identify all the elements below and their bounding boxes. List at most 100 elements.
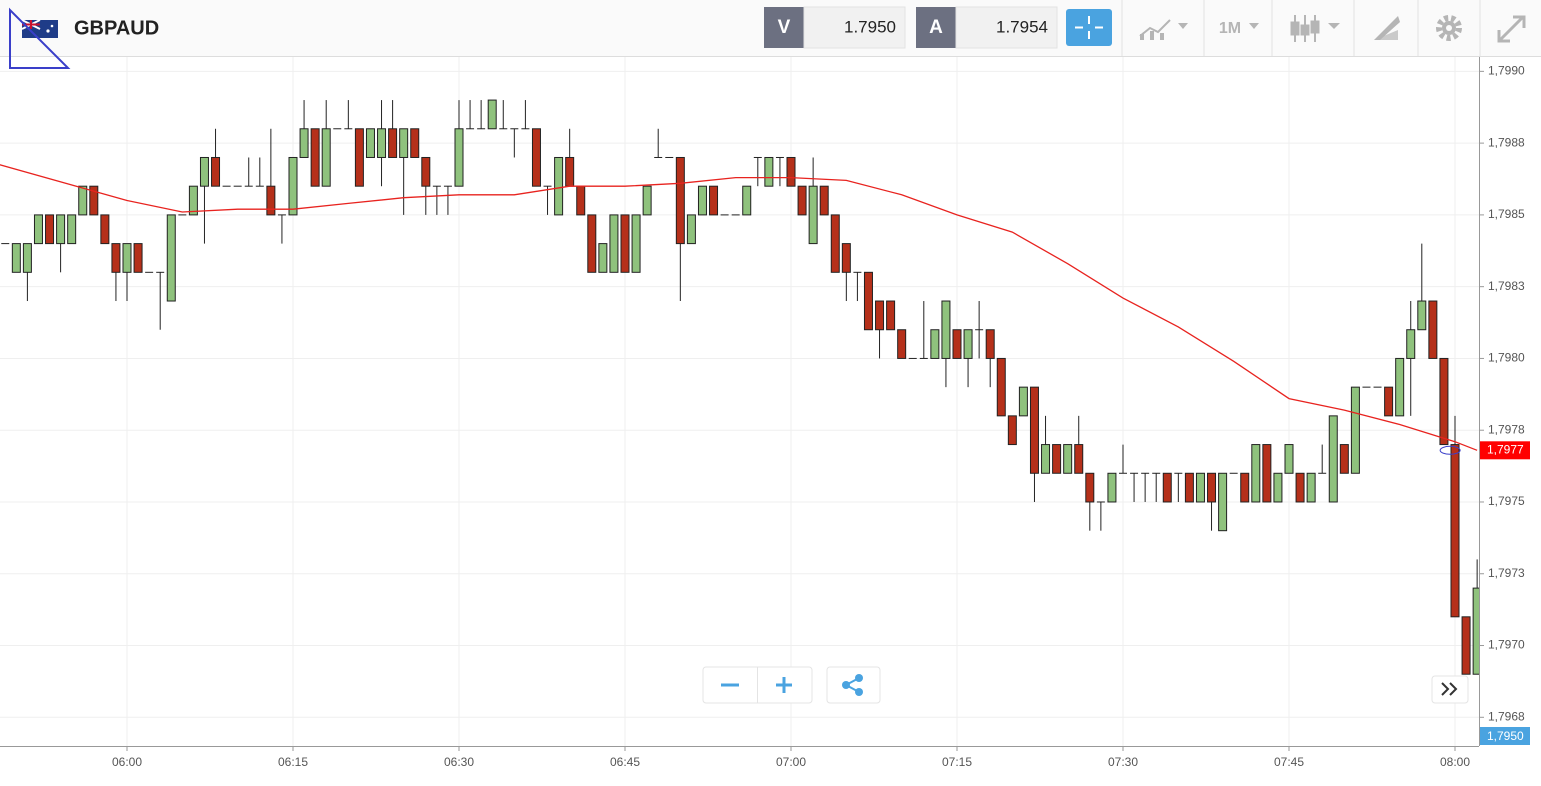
candle-body bbox=[122, 243, 132, 273]
candle-body bbox=[786, 156, 796, 187]
candle-body bbox=[819, 185, 829, 216]
candle-body bbox=[841, 243, 851, 273]
zoom-controls bbox=[702, 666, 881, 704]
selection-triangle bbox=[9, 7, 71, 69]
candle-body bbox=[199, 156, 209, 187]
candle-body bbox=[1406, 329, 1416, 359]
candle-body bbox=[742, 185, 752, 216]
y-tick-label: 1,7973 bbox=[1488, 566, 1525, 580]
candle-style-button[interactable] bbox=[1290, 15, 1340, 42]
candle-body bbox=[1417, 300, 1427, 331]
candle-body bbox=[299, 128, 309, 158]
candle-body bbox=[1384, 386, 1394, 417]
candle-body bbox=[1439, 357, 1449, 446]
last-value-label: 1,7977 bbox=[1487, 442, 1524, 456]
candle-body bbox=[1306, 472, 1316, 503]
share-button[interactable] bbox=[826, 666, 881, 704]
candle-body bbox=[709, 185, 719, 216]
candle-body bbox=[487, 99, 497, 130]
candle-body bbox=[100, 214, 110, 245]
candle-body bbox=[897, 329, 907, 359]
candle-body bbox=[875, 300, 885, 331]
y-tick-label: 1,7990 bbox=[1488, 64, 1525, 78]
candle-body bbox=[1428, 300, 1438, 359]
plot-area bbox=[0, 99, 1479, 675]
candle-body bbox=[609, 214, 619, 273]
x-tick-label: 08:00 bbox=[1440, 755, 1470, 769]
candle-body bbox=[1085, 472, 1095, 503]
candle-body bbox=[33, 214, 43, 245]
candle-body bbox=[89, 185, 99, 216]
candle-body bbox=[388, 128, 398, 158]
bid-price: 1.7950 bbox=[844, 17, 896, 36]
ask-box[interactable]: A 1.7954 bbox=[916, 6, 1058, 49]
x-tick-label: 06:00 bbox=[112, 755, 142, 769]
x-tick-label: 07:00 bbox=[776, 755, 806, 769]
bid-marker: 1,7950 bbox=[1480, 727, 1530, 745]
symbol: GBPAUD bbox=[74, 17, 159, 39]
candle-body bbox=[808, 185, 818, 245]
candle-body bbox=[188, 185, 198, 216]
candle-body bbox=[697, 185, 707, 216]
candle-body bbox=[1240, 472, 1250, 503]
ma-cursor bbox=[1439, 445, 1461, 455]
candle-body bbox=[1007, 415, 1017, 446]
grid bbox=[0, 57, 1479, 746]
ask-label: A bbox=[929, 17, 943, 38]
fullscreen-button[interactable] bbox=[1497, 15, 1526, 43]
candle-body bbox=[111, 243, 121, 273]
timeframe: 1M bbox=[1219, 20, 1241, 37]
candle-body bbox=[1207, 472, 1217, 503]
candle-body bbox=[598, 243, 608, 273]
candle-body bbox=[576, 185, 586, 216]
candle-body bbox=[1195, 472, 1205, 503]
y-tick-label: 1,7983 bbox=[1488, 279, 1525, 293]
candle-body bbox=[1284, 444, 1294, 474]
candle-body bbox=[631, 214, 641, 273]
candle-body bbox=[1350, 386, 1360, 474]
candle-body bbox=[22, 243, 32, 273]
candle-body bbox=[1063, 444, 1073, 474]
candle-body bbox=[454, 128, 464, 187]
candle-body bbox=[421, 156, 431, 187]
candle-body bbox=[11, 243, 21, 273]
candle-body bbox=[1218, 472, 1228, 532]
candle-body bbox=[1162, 472, 1172, 503]
timeframe-button[interactable]: 1M bbox=[1219, 20, 1259, 37]
y-tick-label: 1,7988 bbox=[1488, 135, 1525, 149]
zoom-in[interactable] bbox=[776, 677, 792, 693]
candle-body bbox=[1052, 444, 1062, 474]
candle-body bbox=[410, 128, 420, 158]
drawing-tool-button[interactable] bbox=[1374, 16, 1400, 40]
crosshair-button[interactable] bbox=[1066, 9, 1112, 46]
candle-body bbox=[377, 128, 387, 158]
candle-body bbox=[1339, 444, 1349, 474]
candle-body bbox=[310, 128, 320, 187]
candle-body bbox=[354, 128, 364, 187]
x-tick-label: 07:45 bbox=[1274, 755, 1304, 769]
bid-box[interactable]: V 1.7950 bbox=[764, 6, 906, 49]
candle-body bbox=[531, 128, 541, 187]
x-tick-label: 06:45 bbox=[610, 755, 640, 769]
candle-body bbox=[686, 214, 696, 245]
candle-body bbox=[1018, 386, 1028, 417]
bid-marker-label: 1,7950 bbox=[1487, 729, 1524, 743]
y-tick-label: 1,7970 bbox=[1488, 638, 1525, 652]
candle-body bbox=[67, 214, 77, 245]
candle-body bbox=[1074, 444, 1084, 474]
axes: 1,7990 1,7988 1,7985 1,7983 1,7980 1,7978 1,79… bbox=[112, 64, 1530, 769]
y-tick-label: 1,7968 bbox=[1488, 709, 1525, 723]
candle-body bbox=[963, 329, 973, 359]
settings-button[interactable] bbox=[1436, 15, 1462, 41]
chart-type-button[interactable] bbox=[1139, 19, 1188, 40]
ask-price: 1.7954 bbox=[996, 17, 1048, 36]
candle-body bbox=[587, 214, 597, 273]
candle-body bbox=[941, 300, 951, 359]
candle-body bbox=[565, 156, 575, 187]
y-tick-label: 1,7978 bbox=[1488, 422, 1525, 436]
candle-body bbox=[797, 185, 807, 216]
scroll-right-button[interactable] bbox=[1431, 675, 1469, 704]
candle-body bbox=[985, 329, 995, 359]
